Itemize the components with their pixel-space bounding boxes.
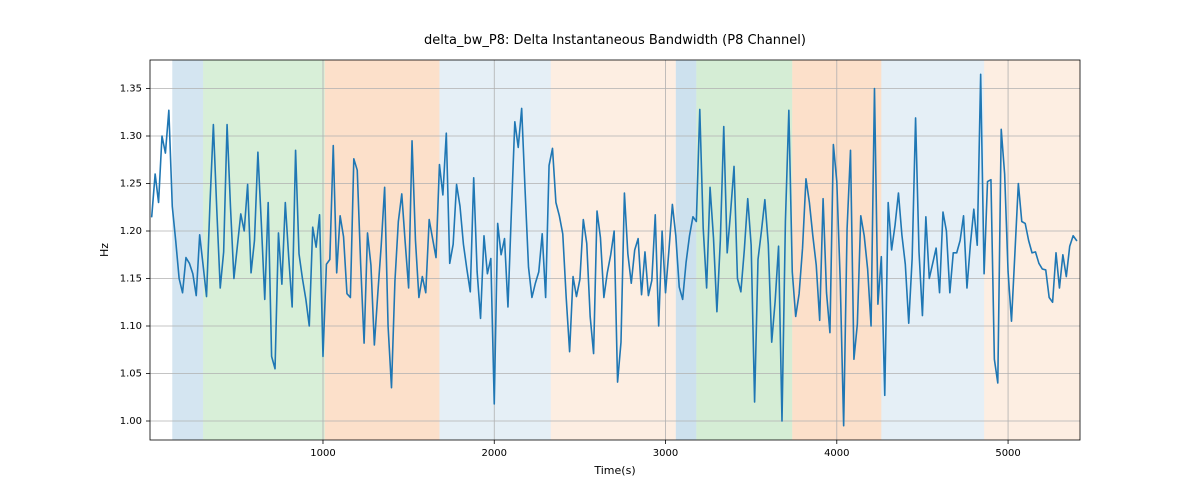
y-tick-label: 1.05 bbox=[120, 369, 142, 380]
background-bands bbox=[172, 60, 1080, 440]
chart-title: delta_bw_P8: Delta Instantaneous Bandwid… bbox=[424, 33, 806, 48]
y-tick-label: 1.35 bbox=[120, 84, 142, 95]
y-tick-label: 1.15 bbox=[120, 274, 142, 285]
band-1 bbox=[203, 60, 325, 440]
y-tick-label: 1.10 bbox=[120, 321, 142, 332]
line-chart: 1000 2000 3000 4000 5000 1.00 1.05 1.10 1.15 1.20… bbox=[0, 0, 1200, 500]
x-tick-label: 5000 bbox=[995, 448, 1020, 459]
y-axis-label: Hz bbox=[98, 243, 111, 257]
x-axis-label: Time(s) bbox=[593, 464, 635, 477]
y-tick-label: 1.25 bbox=[120, 179, 142, 190]
band-8 bbox=[881, 60, 984, 440]
x-tick-label: 4000 bbox=[824, 448, 849, 459]
y-tick-label: 1.20 bbox=[120, 226, 142, 237]
band-5 bbox=[676, 60, 697, 440]
x-tick-label: 1000 bbox=[310, 448, 335, 459]
y-tick-label: 1.30 bbox=[120, 131, 142, 142]
x-tick-label: 2000 bbox=[482, 448, 507, 459]
chart-container: 1000 2000 3000 4000 5000 1.00 1.05 1.10 1.15 1.20… bbox=[0, 0, 1200, 500]
y-tick-label: 1.00 bbox=[120, 416, 142, 427]
x-tick-label: 3000 bbox=[653, 448, 678, 459]
band-2 bbox=[325, 60, 440, 440]
